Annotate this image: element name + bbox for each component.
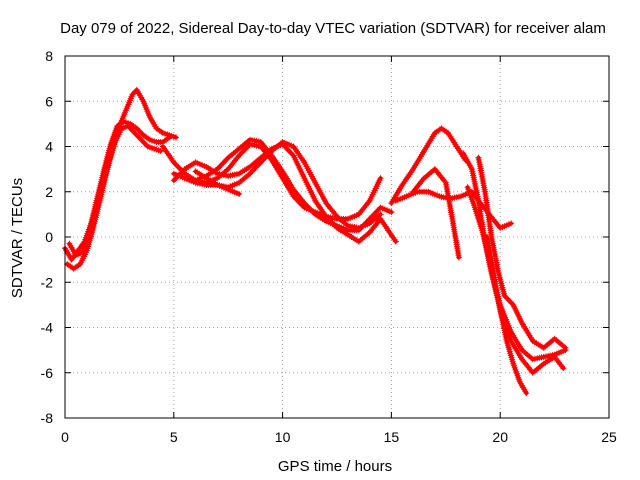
y-tick-label: -2	[41, 274, 54, 290]
series-10	[410, 166, 462, 261]
series-14	[484, 234, 530, 397]
y-tick-label: -6	[41, 365, 54, 381]
y-tick-label: -8	[41, 410, 54, 426]
series-markers	[475, 154, 569, 351]
series-markers	[181, 139, 384, 231]
y-tick-label: 2	[45, 184, 53, 200]
series-markers	[484, 234, 530, 397]
x-tick-label: 0	[61, 429, 69, 445]
x-tick-label: 5	[170, 429, 178, 445]
chart-title: Day 079 of 2022, Sidereal Day-to-day VTE…	[60, 20, 606, 37]
x-tick-label: 20	[492, 429, 508, 445]
series-13	[475, 154, 569, 351]
x-tick-label: 15	[384, 429, 400, 445]
series-markers	[192, 168, 243, 197]
y-tick-label: 0	[45, 229, 53, 245]
x-tick-label: 25	[601, 429, 617, 445]
series-2	[66, 123, 164, 259]
series-layer	[62, 86, 569, 397]
y-axis-title: SDTVAR / TECUs	[9, 178, 26, 298]
y-tick-label: 4	[45, 139, 53, 155]
series-markers	[410, 166, 462, 261]
series-11	[460, 150, 569, 363]
series-markers	[388, 125, 469, 207]
y-tick-label: 6	[45, 93, 53, 109]
series-line	[461, 151, 568, 362]
series-5	[170, 141, 399, 245]
x-tick-label: 10	[275, 429, 291, 445]
y-tick-label: -4	[41, 320, 54, 336]
series-markers	[170, 141, 399, 245]
series-markers	[66, 123, 164, 259]
grid-lines	[65, 56, 609, 418]
series-markers	[460, 150, 569, 363]
series-8	[388, 125, 469, 207]
y-tick-label: 8	[45, 48, 53, 64]
x-axis-title: GPS time / hours	[278, 458, 392, 475]
series-7	[192, 168, 243, 197]
series-line	[67, 124, 163, 258]
